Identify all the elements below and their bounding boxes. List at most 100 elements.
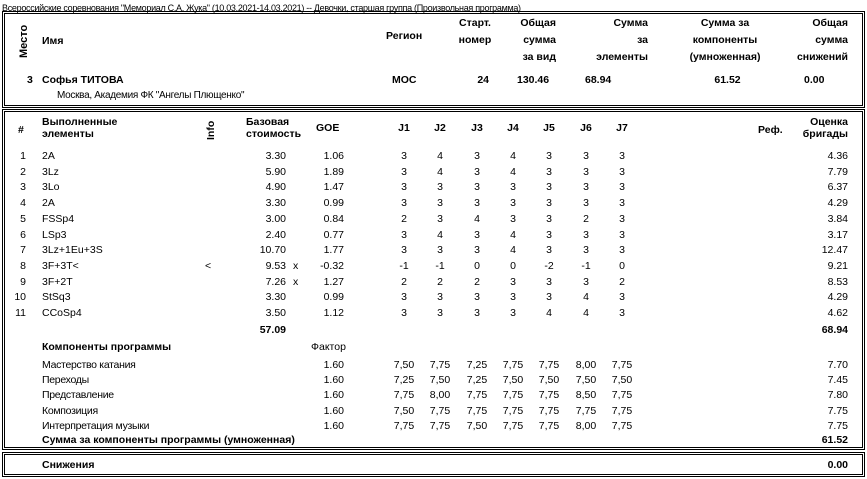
component-factor: 1.60 bbox=[323, 389, 344, 402]
col-judge-3: J3 bbox=[471, 122, 483, 134]
element-goe: 1.06 bbox=[323, 150, 344, 162]
judge-score: 3 bbox=[474, 165, 480, 178]
details-box bbox=[2, 109, 865, 450]
element-panel-score: 12.47 bbox=[821, 244, 848, 257]
col-element: Выполненные элементы bbox=[42, 116, 118, 140]
judge-score: 3 bbox=[546, 212, 552, 225]
judge-score: 4 bbox=[437, 150, 443, 162]
element-goe: 0.84 bbox=[323, 212, 344, 225]
judge-score: 7,75 bbox=[538, 404, 560, 417]
header-region: Регион bbox=[386, 30, 423, 42]
judge-score: 3 bbox=[510, 212, 516, 225]
element-panel-score: 3.17 bbox=[827, 228, 848, 241]
skater-club: Москва, Академия ФК "Ангелы Плющенко" bbox=[57, 90, 245, 101]
element-num: 11 bbox=[15, 307, 26, 319]
judge-score: 3 bbox=[546, 197, 552, 210]
judge-score: 7,75 bbox=[502, 419, 524, 432]
element-goe: 1.12 bbox=[323, 307, 344, 319]
judge-score: 2 bbox=[401, 212, 407, 225]
judge-score: 4 bbox=[510, 228, 516, 241]
judge-score: 7,25 bbox=[393, 374, 415, 387]
element-goe: -0.32 bbox=[320, 259, 344, 272]
element-base-value: 5.90 bbox=[265, 165, 286, 178]
judge-score: 7,75 bbox=[538, 389, 560, 402]
judge-score: 3 bbox=[619, 307, 625, 319]
col-judge-7: J7 bbox=[616, 122, 628, 134]
event-title: Всероссийские соревнования "Мемориал С.А… bbox=[2, 3, 521, 13]
element-goe: 1.27 bbox=[323, 275, 344, 288]
judge-score: 7,50 bbox=[393, 359, 415, 371]
element-name: FSSp4 bbox=[42, 212, 75, 225]
base-total: 57.09 bbox=[259, 324, 286, 336]
deductions-label: Снижения bbox=[42, 459, 95, 471]
skater-deductions: 0.00 bbox=[804, 74, 825, 86]
tes-total: 68.94 bbox=[821, 324, 848, 336]
element-goe: 1.77 bbox=[323, 244, 344, 257]
judge-score: 3 bbox=[474, 307, 480, 319]
judge-score: 3 bbox=[401, 307, 407, 319]
judge-score: 2 bbox=[583, 212, 589, 225]
judge-score: 7,50 bbox=[575, 374, 597, 387]
judge-score: 3 bbox=[546, 150, 552, 162]
judge-score: 3 bbox=[401, 165, 407, 178]
header-start-no: Старт. номер bbox=[458, 17, 492, 46]
element-panel-score: 4.62 bbox=[827, 307, 848, 319]
judge-score: 3 bbox=[401, 291, 407, 304]
skater-name: Софья ТИТОВА bbox=[42, 74, 124, 86]
judge-score: 3 bbox=[619, 165, 625, 178]
judge-score: 3 bbox=[546, 228, 552, 241]
judge-score: 3 bbox=[546, 244, 552, 257]
component-score: 7.45 bbox=[827, 374, 848, 387]
judge-score: 7,75 bbox=[429, 359, 451, 371]
component-factor: 1.60 bbox=[323, 404, 344, 417]
judge-score: 3 bbox=[474, 150, 480, 162]
judge-score: 7,75 bbox=[611, 419, 633, 432]
element-num: 9 bbox=[20, 275, 26, 288]
element-info: < bbox=[205, 259, 212, 272]
judge-score: 4 bbox=[437, 228, 443, 241]
judge-score: 7,25 bbox=[466, 359, 488, 371]
judge-score: 4 bbox=[474, 212, 480, 225]
judge-score: 7,50 bbox=[429, 374, 451, 387]
component-factor: 1.60 bbox=[323, 374, 344, 387]
judge-score: 3 bbox=[437, 307, 443, 319]
judge-score: 3 bbox=[546, 291, 552, 304]
judge-score: 0 bbox=[619, 259, 625, 272]
judge-score: 3 bbox=[437, 291, 443, 304]
judge-score: 7,50 bbox=[538, 374, 560, 387]
judge-score: 3 bbox=[583, 165, 589, 178]
element-goe: 0.77 bbox=[323, 228, 344, 241]
pcs-total-label: Сумма за компоненты программы (умноженна… bbox=[42, 434, 295, 446]
element-num: 7 bbox=[20, 244, 26, 257]
element-goe: 1.89 bbox=[323, 165, 344, 178]
col-judge-1: J1 bbox=[398, 122, 410, 134]
judge-score: 3 bbox=[510, 275, 516, 288]
factor-label: Фактор bbox=[311, 341, 346, 353]
deductions-box bbox=[2, 452, 865, 477]
judge-score: 3 bbox=[474, 244, 480, 257]
judge-score: 7,50 bbox=[502, 374, 524, 387]
judge-score: 4 bbox=[583, 291, 589, 304]
element-panel-score: 7.79 bbox=[827, 165, 848, 178]
judge-score: 3 bbox=[437, 181, 443, 194]
judge-score: 3 bbox=[401, 228, 407, 241]
judge-score: 3 bbox=[510, 291, 516, 304]
judge-score: 2 bbox=[474, 275, 480, 288]
judge-score: 3 bbox=[401, 150, 407, 162]
element-base-value: 3.30 bbox=[265, 197, 286, 210]
judge-score: 8,50 bbox=[575, 389, 597, 402]
judge-score: 8,00 bbox=[575, 359, 597, 371]
element-name: 3F+2T bbox=[42, 275, 73, 288]
element-panel-score: 4.29 bbox=[827, 197, 848, 210]
element-name: 3Lz+1Eu+3S bbox=[42, 244, 103, 257]
judge-score: 3 bbox=[437, 212, 443, 225]
judge-score: -1 bbox=[399, 259, 409, 272]
judge-score: 3 bbox=[546, 275, 552, 288]
component-score: 7.75 bbox=[827, 419, 848, 432]
element-panel-score: 6.37 bbox=[827, 181, 848, 194]
skater-pcs: 61.52 bbox=[714, 74, 741, 86]
judge-score: 7,50 bbox=[466, 419, 488, 432]
components-title: Компоненты программы bbox=[42, 341, 172, 353]
judge-score: 7,50 bbox=[611, 374, 633, 387]
judge-score: 3 bbox=[619, 197, 625, 210]
